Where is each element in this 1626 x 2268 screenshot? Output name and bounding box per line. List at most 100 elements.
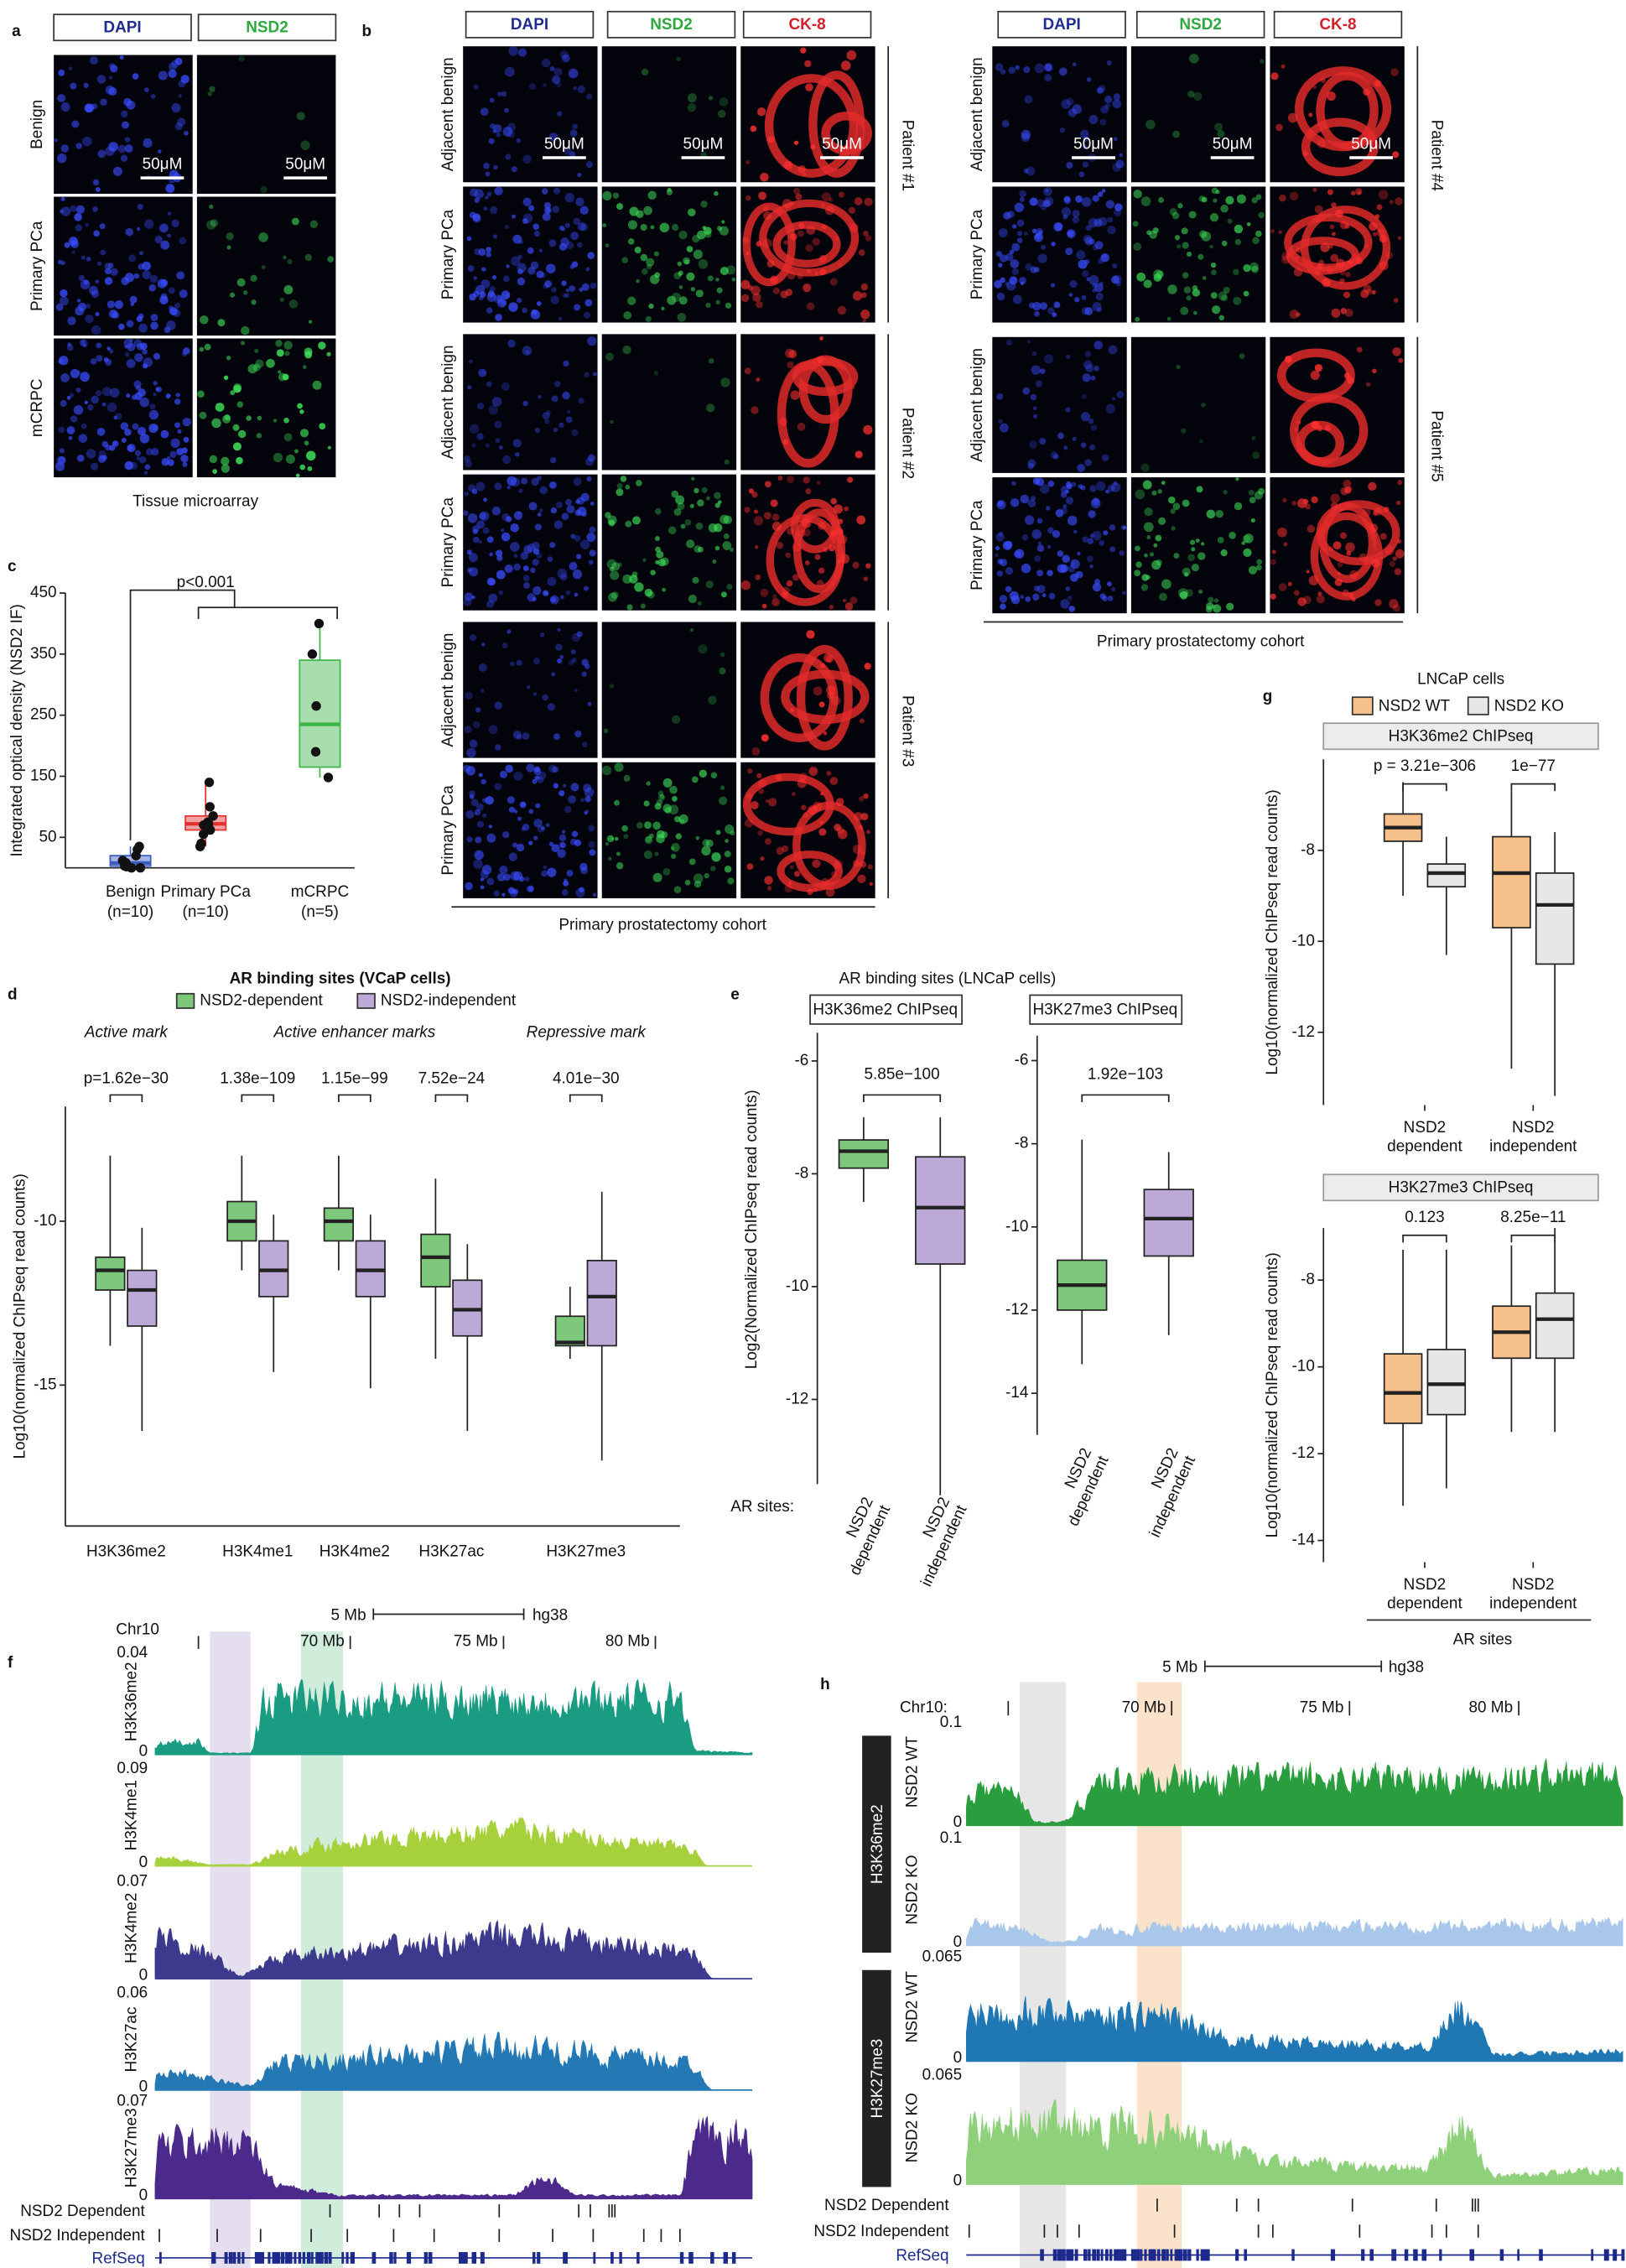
nucleus xyxy=(1036,227,1044,236)
nucleus xyxy=(159,295,169,304)
nucleus xyxy=(582,741,588,748)
nucleus xyxy=(172,309,181,317)
nucleus xyxy=(1082,161,1089,169)
nucleus xyxy=(751,406,759,414)
nucleus xyxy=(831,695,841,706)
nucleus xyxy=(305,450,316,461)
nucleus xyxy=(819,820,824,825)
nucleus xyxy=(501,642,508,648)
nucleus xyxy=(1337,561,1343,568)
nucleus xyxy=(1167,284,1177,294)
nucleus xyxy=(1246,222,1251,226)
nucleus xyxy=(548,841,553,846)
nucleus xyxy=(634,582,644,592)
nucleus xyxy=(1051,242,1056,247)
nucleus xyxy=(1363,88,1370,96)
track-zero: 0 xyxy=(953,2049,963,2067)
nucleus xyxy=(634,247,642,254)
nucleus xyxy=(483,163,490,169)
nucleus xyxy=(745,195,751,201)
nucleus xyxy=(590,502,595,506)
scale-bar-label: 50μM xyxy=(544,135,584,153)
nucleus xyxy=(744,819,754,828)
nucleus xyxy=(275,340,283,347)
nucleus xyxy=(177,117,186,127)
nucleus xyxy=(493,294,503,304)
nucleus xyxy=(91,462,99,471)
track-max: 0.04 xyxy=(117,1644,148,1662)
nucleus xyxy=(86,304,91,309)
nucleus xyxy=(469,739,478,748)
nucleus xyxy=(562,54,570,63)
nucleus xyxy=(1006,211,1015,218)
nucleus xyxy=(1270,559,1276,565)
nucleus xyxy=(507,122,517,132)
nucleus xyxy=(1096,87,1104,94)
nucleus xyxy=(829,278,838,286)
nucleus xyxy=(475,836,482,844)
column-header: NSD2 xyxy=(1179,16,1222,34)
nucleus xyxy=(714,545,720,551)
nucleus xyxy=(1052,312,1057,317)
nucleus xyxy=(557,658,563,664)
nucleus xyxy=(124,460,133,471)
nucleus xyxy=(581,671,587,677)
row-label: NSD2 Dependent xyxy=(20,2203,145,2220)
nucleus xyxy=(994,279,1002,289)
nucleus xyxy=(504,225,509,230)
nucleus xyxy=(496,91,502,97)
nucleus xyxy=(1000,603,1006,610)
nucleus xyxy=(564,293,570,299)
nucleus xyxy=(1096,307,1102,313)
nucleus xyxy=(764,481,771,488)
nucleus xyxy=(617,562,622,567)
nucleus xyxy=(678,285,683,289)
track-label: H3K4me2 xyxy=(122,1893,140,1964)
nucleus xyxy=(701,845,711,856)
nucleus xyxy=(762,238,772,248)
group-label: Active mark xyxy=(84,1023,169,1041)
nucleus xyxy=(109,388,120,398)
micrograph xyxy=(1130,477,1266,614)
nucleus xyxy=(138,323,148,333)
nucleus xyxy=(829,197,834,202)
nucleus xyxy=(631,516,641,525)
nucleus xyxy=(548,764,557,773)
nucleus xyxy=(555,501,563,508)
nucleus xyxy=(538,248,543,252)
nucleus xyxy=(1065,586,1071,591)
nucleus xyxy=(1225,195,1234,205)
gene-block xyxy=(1088,2249,1091,2261)
data-point xyxy=(323,772,334,783)
y-tick-label: -12 xyxy=(786,1390,808,1407)
nucleus xyxy=(998,531,1004,537)
nucleus xyxy=(60,209,64,214)
data-point xyxy=(134,841,144,851)
nucleus xyxy=(1005,566,1014,575)
nucleus xyxy=(780,290,788,299)
nucleus xyxy=(1019,190,1026,198)
nucleus xyxy=(132,423,139,430)
nucleus xyxy=(1062,503,1068,509)
nucleus xyxy=(114,300,123,310)
nucleus xyxy=(1389,599,1399,609)
nucleus xyxy=(136,456,140,460)
nucleus xyxy=(574,592,579,597)
nucleus xyxy=(1071,561,1076,566)
nucleus xyxy=(100,249,106,256)
nucleus xyxy=(560,237,569,247)
nucleus xyxy=(505,66,515,77)
nucleus xyxy=(486,600,495,608)
box xyxy=(1535,872,1575,965)
nucleus xyxy=(708,96,714,101)
gene-block xyxy=(1174,2249,1180,2261)
nucleus xyxy=(1135,561,1142,568)
nucleus xyxy=(724,865,732,873)
nucleus xyxy=(124,345,128,349)
nucleus xyxy=(513,511,523,520)
nucleus xyxy=(1042,200,1051,208)
nucleus xyxy=(792,792,796,796)
nucleus xyxy=(996,500,1006,510)
group-label: H3K36me2 xyxy=(869,1804,886,1884)
